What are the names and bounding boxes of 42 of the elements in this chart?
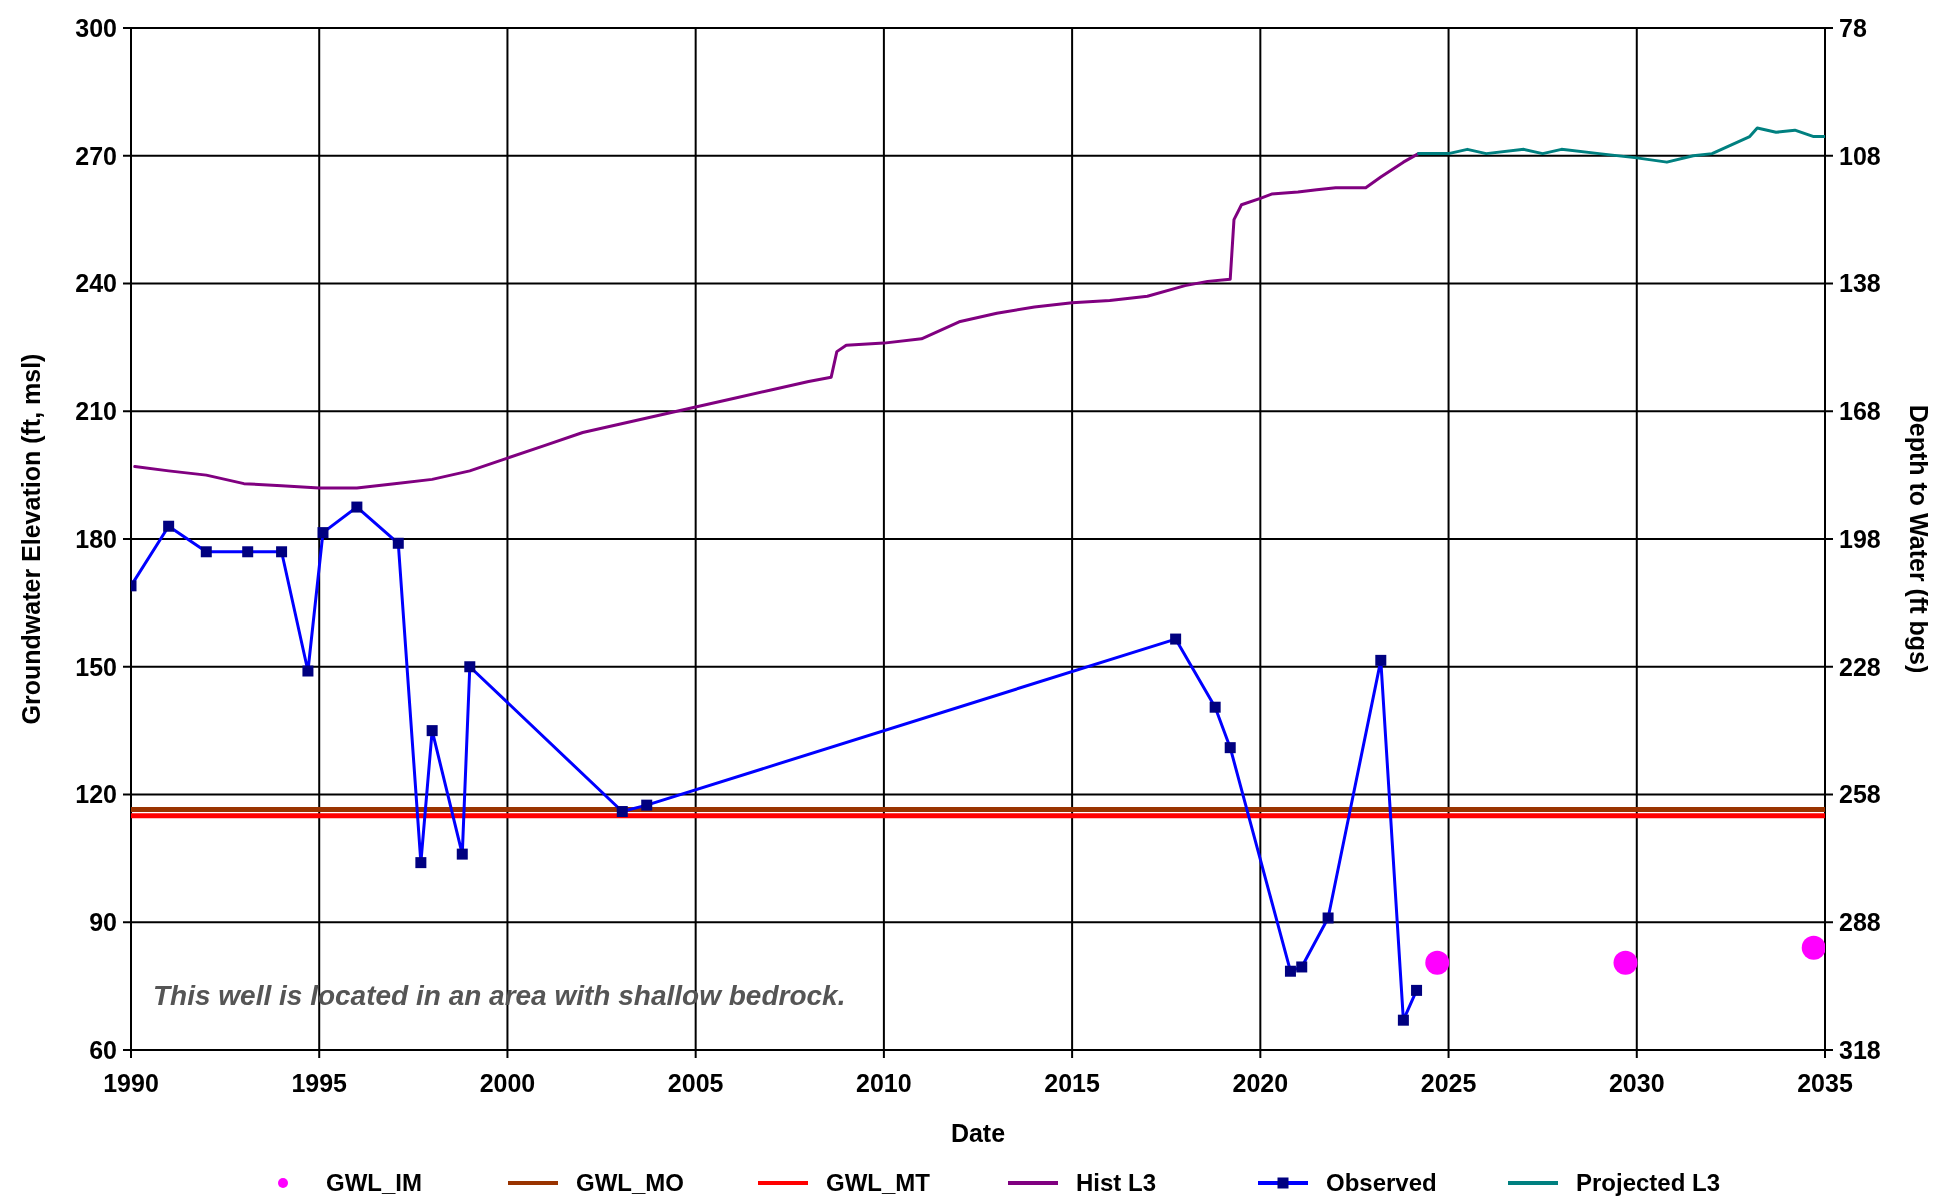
y2-tick-label: 318 — [1839, 1035, 1881, 1064]
point — [1425, 950, 1450, 975]
x-axis-title: Date — [950, 1119, 1006, 1147]
y2-tick-label: 78 — [1839, 13, 1867, 42]
x-tick-label: 2010 — [856, 1069, 912, 1097]
y-tick-label: 90 — [89, 908, 117, 936]
y-tick-label: 210 — [75, 397, 117, 425]
y-tick-label: 270 — [75, 141, 117, 170]
y-tick-label: 300 — [75, 13, 117, 42]
x-tick-label: 2020 — [1232, 1069, 1289, 1097]
x-tick-label: 2025 — [1420, 1069, 1477, 1097]
x-tick-label: 2005 — [667, 1069, 724, 1097]
x-tick-label: 2030 — [1608, 1069, 1665, 1097]
y2-tick-label: 138 — [1839, 269, 1881, 298]
x-tick-label: 2000 — [479, 1069, 536, 1097]
y-tick-label: 240 — [75, 269, 117, 298]
legend-label: GWL_MO — [576, 1169, 684, 1197]
y2-tick-label: 288 — [1839, 908, 1881, 936]
y-tick-label: 180 — [75, 524, 117, 553]
point — [1801, 935, 1825, 960]
line-series — [133, 152, 1420, 490]
legend-label: Projected L3 — [1576, 1169, 1721, 1197]
legend-label: GWL_IM — [326, 1169, 422, 1197]
point — [1613, 950, 1638, 975]
x-tick-label: 2015 — [1044, 1069, 1101, 1097]
y2-tick-label: 228 — [1839, 652, 1881, 681]
line-series — [1416, 126, 1825, 164]
x-tick-label: 1990 — [103, 1069, 159, 1097]
y2-tick-label: 258 — [1839, 780, 1881, 809]
y2-axis-title: Depth to Water (ft bgs) — [1905, 404, 1933, 674]
y2-tick-label: 168 — [1839, 397, 1881, 425]
y-tick-label: 120 — [75, 780, 117, 809]
x-tick-label: 2035 — [1797, 1069, 1853, 1097]
legend-label: Observed — [1326, 1169, 1437, 1197]
y-axis-title: Groundwater Elevation (ft, msl) — [17, 353, 45, 725]
x-tick-label: 1995 — [291, 1069, 348, 1097]
legend-label: Hist L3 — [1076, 1169, 1157, 1197]
legend-label: GWL_MT — [826, 1169, 931, 1197]
y-tick-label: 60 — [89, 1035, 117, 1064]
y-tick-label: 150 — [75, 652, 117, 681]
y2-tick-label: 198 — [1839, 524, 1881, 553]
y2-tick-label: 108 — [1839, 141, 1881, 170]
